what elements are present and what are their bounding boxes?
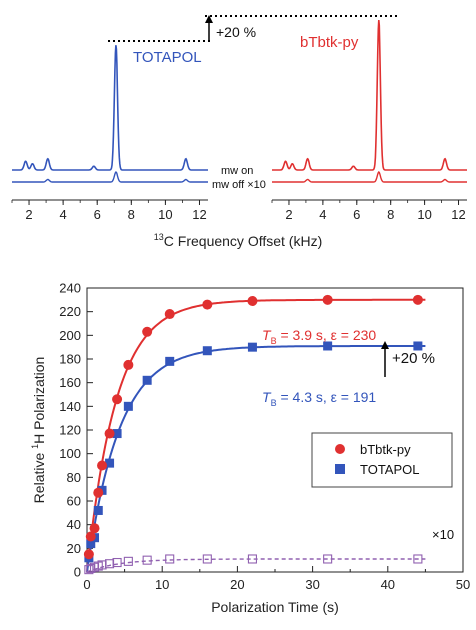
spectra-tick-label: 10 [417,207,431,222]
y-tick-label: 40 [67,517,81,532]
mw-off-label: mw off ×10 [212,179,266,191]
btbtk-fit-annotation: TB = 3.9 s, ε = 230 [262,327,376,346]
spectra-ticks: 2 4 6 8 10 12 2 4 6 8 10 12 [11,200,466,222]
spectra-tick-label: 6 [353,207,360,222]
y-tick-label: 100 [59,446,81,461]
spectra-tick-label: 8 [128,207,135,222]
y-tick-label: 200 [59,328,81,343]
y-tick-label: 60 [67,494,81,509]
spectra-tick-label: 4 [60,207,67,222]
y-tick-label: 180 [59,352,81,367]
buildup-axis-ticks: 0 10 20 30 40 50 0 20 40 60 80 100 120 140 160 180 200 22… [59,281,470,593]
mw-on-label: mw on [221,165,253,177]
spectra-increase-label: +20 % [216,24,256,40]
spectra-tick-label: 10 [158,207,172,222]
totapol-marker [413,341,423,351]
legend-label-btbtk: bTbtk-py [360,442,411,457]
spectra-x-axis-title: 13C Frequency Offset (kHz) [154,232,322,249]
btbtk-marker [83,549,94,560]
legend-marker-totapol [335,464,345,474]
btbtk-marker [85,531,96,542]
spectra-tick-label: 8 [387,207,394,222]
btbtk-marker [164,309,175,320]
x-tick-label: 20 [230,577,244,592]
mw-off-marker [142,555,152,565]
totapol-marker [142,375,152,385]
spectra-tick-label: 4 [319,207,326,222]
x-tick-label: 40 [381,577,395,592]
data-markers [83,294,423,575]
spectra-tick-label: 2 [25,207,32,222]
totapol-marker [105,458,115,468]
btbtk-marker [123,359,134,370]
btbtk-marker [247,296,258,307]
btbtk-marker [202,299,213,310]
totapol-marker [123,401,133,411]
buildup-increase-arrow-head [381,341,389,349]
totapol-marker [247,342,257,352]
x-tick-label: 0 [83,577,90,592]
spectra-panel: 2 4 6 8 10 12 2 4 6 8 10 12 +20 % TOTAPOL bTbtk-py … [11,15,467,249]
mw-off-marker [413,554,423,564]
btbtk-mw-on-trace [272,20,467,171]
legend: bTbtk-py TOTAPOL [311,432,453,488]
spectra-tick-label: 2 [285,207,292,222]
mw-off-marker [112,557,122,568]
totapol-marker [93,505,103,515]
legend-marker-btbtk [335,444,345,454]
y-tick-label: 0 [74,565,81,580]
btbtk-marker [97,460,108,471]
y-tick-label: 80 [67,470,81,485]
btbtk-spectrum-label: bTbtk-py [300,34,359,51]
btbtk-marker [104,428,115,439]
buildup-y-axis-title: Relative 1H Polarization [30,357,47,504]
mw-off-marker [323,554,333,564]
btbtk-spectra [272,20,467,183]
spectra-tick-label: 12 [451,207,465,222]
mw-off-marker [105,559,115,569]
mw-off-marker [165,554,175,564]
times10-label: ×10 [432,527,454,542]
btbtk-marker [89,523,100,534]
totapol-spectrum-label: TOTAPOL [133,49,202,66]
btbtk-marker [93,487,104,498]
spectra-tick-label: 12 [192,207,206,222]
totapol-spectra [12,45,208,183]
x-tick-label: 50 [456,577,470,592]
totapol-mw-on-trace [12,45,208,171]
totapol-marker [112,429,122,439]
y-tick-label: 20 [67,541,81,556]
x-tick-label: 10 [155,577,169,592]
totapol-marker [202,346,212,356]
totapol-fit-annotation: TB = 4.3 s, ε = 191 [262,389,376,408]
buildup-x-axis-title: Polarization Time (s) [211,599,339,615]
y-tick-label: 220 [59,304,81,319]
mw-off-marker [84,565,94,575]
legend-box [311,432,453,488]
totapol-mw-off-trace [12,171,208,183]
totapol-marker [165,356,175,366]
increase-arrow-head [205,15,213,23]
legend-label-totapol: TOTAPOL [360,462,419,477]
btbtk-marker [412,294,423,305]
totapol-marker [323,341,333,351]
buildup-increase-label: +20 % [392,350,435,367]
mw-off-marker [123,556,133,566]
totapol-marker [86,539,96,549]
y-tick-label: 120 [59,423,81,438]
btbtk-mw-off-trace [272,171,467,183]
spectra-tick-label: 6 [94,207,101,222]
y-tick-label: 160 [59,375,81,390]
mw-off-marker [247,554,257,564]
y-tick-label: 240 [59,281,81,296]
btbtk-marker [322,294,333,305]
btbtk-marker [142,326,153,337]
y-tick-label: 140 [59,399,81,414]
buildup-panel: 0 10 20 30 40 50 0 20 40 60 80 100 120 140 160 180 200 22… [30,281,470,616]
x-tick-label: 30 [305,577,319,592]
btbtk-marker [112,394,123,405]
mw-off-marker [202,554,212,564]
